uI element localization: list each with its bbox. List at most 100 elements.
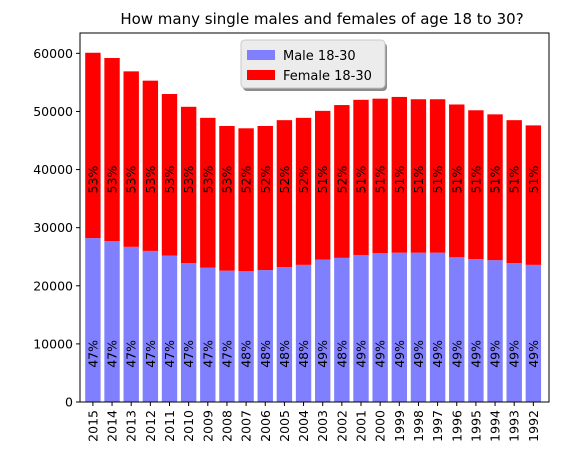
x-tick-label: 1992 [526,410,541,442]
y-tick-label: 20000 [33,278,73,293]
female-pct-label: 51% [526,166,541,194]
x-tick-label: 2001 [354,410,369,442]
y-tick-label: 30000 [33,220,73,235]
x-tick-label: 1999 [392,410,407,442]
male-bar [295,264,312,402]
x-tick-label: 1995 [468,410,483,442]
female-pct-label: 51% [354,166,369,194]
x-tick-label: 2015 [85,410,100,442]
female-pct-label: 53% [200,166,215,194]
male-pct-label: 48% [277,340,292,368]
female-pct-label: 52% [334,166,349,194]
x-tick-label: 1994 [488,410,503,442]
female-pct-label: 52% [277,166,292,194]
female-bar [219,125,235,271]
x-tick-label: 2010 [181,410,196,442]
male-bar [334,257,350,402]
male-pct-label: 47% [85,340,100,368]
male-bar [142,250,159,402]
legend-box [240,39,386,89]
female-bar [334,105,350,258]
x-tick-label: 2007 [239,410,254,442]
x-tick-label: 1998 [411,410,426,442]
legend-swatch [247,50,275,60]
female-pct-label: 52% [239,166,254,194]
x-tick-label: 2002 [334,410,349,442]
female-pct-label: 51% [373,166,388,194]
x-tick-label: 2011 [162,410,177,442]
x-tick-label: 1996 [449,410,464,442]
x-tick-label: 2008 [219,410,234,442]
x-tick-label: 1993 [507,410,522,442]
female-bar [257,125,273,271]
legend-label: Male 18-30 [283,49,356,64]
female-bar [372,98,388,254]
male-bar [468,259,484,402]
female-pct-label: 51% [449,166,464,194]
y-tick-label: 10000 [33,336,73,351]
female-bar [85,52,101,239]
male-pct-label: 49% [526,340,541,368]
female-pct-label: 51% [430,166,445,194]
legend: Male 18-30 Female 18-30 [240,39,387,91]
male-bar [410,252,427,402]
female-bar [353,99,369,255]
male-pct-label: 49% [468,340,483,368]
male-bar [257,270,273,402]
male-bar [219,270,235,402]
male-pct-label: 49% [449,340,464,368]
chart-title: How many single males and females of age… [120,10,523,28]
x-tick-label: 2005 [277,410,292,442]
male-pct-label: 48% [258,340,273,368]
male-bar [487,260,503,402]
bars-group [85,52,542,402]
female-pct-label: 53% [181,166,196,194]
female-bar [449,104,465,258]
male-pct-label: 49% [488,340,503,368]
legend-swatch [247,70,275,80]
male-bar [315,259,331,402]
male-pct-label: 48% [334,340,349,368]
female-pct-label: 51% [488,166,503,194]
y-tick-label: 50000 [33,104,73,119]
female-bar [142,80,159,251]
male-pct-label: 47% [162,340,177,368]
male-bar [449,257,465,402]
x-tick-label: 1997 [430,410,445,442]
x-tick-label: 2013 [124,410,139,442]
female-bar [429,99,446,253]
y-tick-label: 60000 [33,46,73,61]
plot-frame [79,32,550,403]
male-bar [104,241,120,402]
female-bar [487,114,503,261]
x-tick-label: 2009 [200,410,215,442]
female-pct-label: 52% [296,166,311,194]
male-bar [506,263,522,402]
x-tick-label: 2006 [258,410,273,442]
male-bar [391,252,407,402]
y-tick-label: 0 [65,395,73,410]
female-bar [315,110,331,260]
axes-group: 2015 2014 2013 2012 2011 2010 2009 2008 2007 2006… [33,32,550,442]
female-pct-label: 51% [315,166,330,194]
female-pct-label: 53% [219,166,234,194]
male-bar [372,253,388,402]
male-pct-label: 47% [200,340,215,368]
male-bar [429,252,446,402]
male-pct-label: 47% [219,340,234,368]
female-bar [506,120,522,264]
female-bar [123,71,139,247]
male-pct-label: 49% [354,340,369,368]
male-bar [85,238,101,402]
female-bar [468,110,484,260]
female-pct-label: 51% [507,166,522,194]
male-pct-label: 49% [430,340,445,368]
female-bar [295,117,312,265]
female-pct-label: 53% [162,166,177,194]
male-pct-label: 47% [105,340,120,368]
male-bar [123,246,139,402]
male-pct-label: 47% [124,340,139,368]
female-pct-label: 53% [105,166,120,194]
x-tick-label: 2012 [143,410,158,442]
